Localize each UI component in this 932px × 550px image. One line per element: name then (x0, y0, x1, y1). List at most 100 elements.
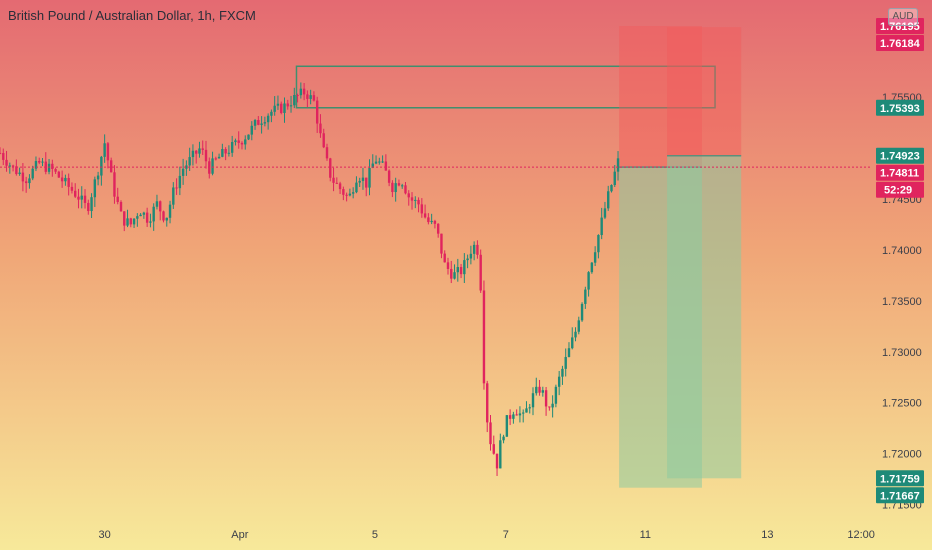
candle-body (476, 244, 479, 255)
price-tag-label: 1.75393 (880, 103, 920, 115)
candle-body (0, 152, 2, 154)
candle-body (109, 160, 113, 173)
candle-body (335, 182, 339, 184)
y-tick-label: 1.73500 (882, 296, 922, 308)
candle-body (155, 201, 159, 207)
candle-body (593, 252, 597, 263)
candle-body (463, 260, 466, 275)
candle-body (525, 408, 528, 413)
candle-body (41, 161, 44, 163)
candle-body (472, 244, 476, 254)
candle-body (247, 134, 250, 140)
candle-body (456, 267, 459, 273)
candle-body (322, 133, 325, 148)
candle-body (495, 453, 499, 469)
candle-body (338, 183, 342, 190)
candle-body (5, 159, 8, 166)
candle-body (87, 202, 90, 212)
candle-body (489, 422, 492, 445)
y-tick-label: 1.72500 (882, 398, 922, 410)
candle-body (365, 177, 368, 188)
candle-body (237, 140, 240, 143)
currency-unit-button[interactable]: AUD (888, 8, 918, 26)
candle-body (567, 348, 571, 357)
candle-body (54, 169, 57, 172)
y-tick-label: 1.73000 (882, 347, 922, 359)
zones-layer (295, 26, 742, 488)
candle-body (522, 412, 525, 414)
position-stop-zone (667, 27, 742, 156)
candle-body (607, 191, 610, 209)
candle-body (159, 201, 162, 212)
chart-title: British Pound / Australian Dollar, 1h, F… (8, 8, 256, 23)
candle-body (116, 196, 119, 202)
candle-body (34, 161, 38, 169)
candle-body (557, 376, 561, 387)
candle-body (535, 386, 538, 394)
candle-body (240, 142, 244, 145)
candle-body (469, 253, 473, 259)
candle-body (178, 175, 182, 189)
candle-body (361, 177, 365, 181)
candle-body (195, 150, 198, 154)
candle-body (2, 153, 5, 160)
candle-body (394, 183, 397, 193)
candle-body (51, 163, 54, 170)
candle-body (492, 444, 495, 454)
candle-body (38, 161, 41, 163)
supply-zone-box (295, 65, 716, 109)
candle-body (528, 407, 531, 409)
candle-body (613, 171, 616, 186)
candle-body (351, 192, 355, 194)
x-tick-label: 13 (761, 529, 773, 541)
candle-body (289, 105, 293, 107)
candle-body (31, 168, 34, 179)
candle-body (518, 413, 522, 416)
x-tick-label: 5 (372, 529, 378, 541)
candle-body (276, 103, 280, 106)
candle-body (126, 218, 129, 226)
candle-body (597, 235, 600, 253)
candle-body (129, 218, 132, 225)
candle-body (325, 147, 329, 159)
candle-body (93, 179, 97, 198)
candle-body (450, 268, 453, 279)
candle-body (181, 168, 185, 176)
candle-body (417, 199, 420, 205)
candle-body (204, 149, 208, 162)
candle-body (499, 440, 502, 469)
price-tag-bg (876, 164, 924, 181)
candle-body (544, 390, 548, 407)
candle-body (244, 139, 247, 145)
candle-body (554, 386, 558, 404)
candle-body (145, 212, 149, 223)
candle-body (368, 167, 371, 188)
candle-body (355, 182, 358, 193)
candle-body (100, 156, 103, 176)
candle-body (580, 303, 584, 321)
price-tag: 1.71667 (876, 487, 924, 504)
candle-body (531, 393, 535, 408)
price-tag-label: 1.74923 (880, 151, 920, 163)
candle-body (280, 103, 283, 113)
candle-body (11, 165, 15, 167)
candle-body (47, 163, 51, 172)
candle-body (374, 161, 378, 164)
candle-body (548, 406, 551, 408)
candle-body (172, 187, 175, 205)
candle-body (214, 158, 218, 160)
candle-body (263, 122, 267, 124)
candle-body (584, 289, 587, 304)
candle-body (446, 262, 450, 269)
position-stop-zone (619, 26, 702, 168)
candle-body (299, 88, 303, 96)
position-target-zone (667, 155, 742, 479)
price-tag: 1.75393 (876, 99, 924, 116)
price-tag-bg (876, 470, 924, 487)
x-tick-label: 11 (640, 529, 651, 541)
candle-body (459, 267, 463, 275)
candle-body (119, 201, 123, 212)
